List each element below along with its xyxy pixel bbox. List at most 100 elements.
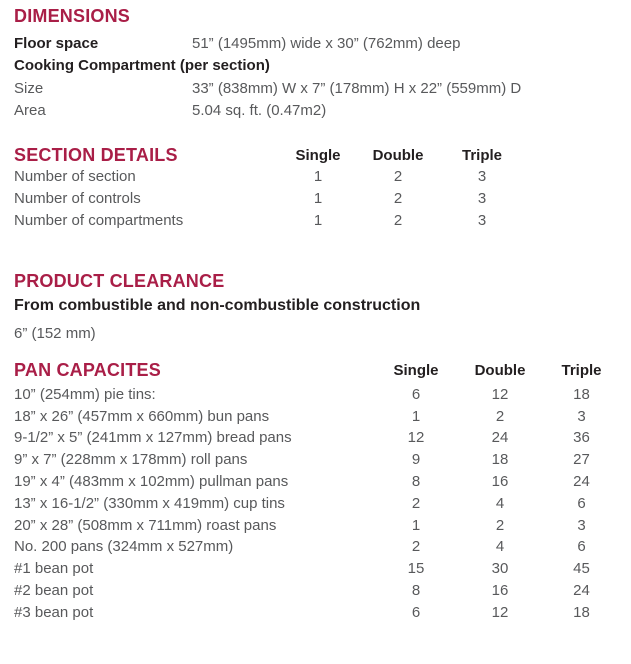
pan-capacities-section: PAN CAPACITES Single Double Triple 10” (…: [14, 359, 631, 624]
column-header-double: Double: [372, 146, 424, 164]
cell-triple: 3: [577, 407, 586, 425]
cell-double: 4: [495, 538, 505, 556]
cell-double: 2: [495, 407, 505, 425]
spec-label: Area: [14, 102, 46, 120]
cell-triple: 36: [573, 429, 590, 447]
table-row: 20” x 28” (508mm x 711mm) roast pans 1 2…: [14, 515, 631, 537]
table-row: Number of compartments 1 2 3: [14, 210, 631, 232]
table-row: 13” x 16-1/2” (330mm x 419mm) cup tins 2…: [14, 493, 631, 515]
cell-single: 2: [411, 494, 421, 512]
product-clearance-value: 6” (152 mm): [14, 324, 96, 342]
spec-value: 51” (1495mm) wide x 30” (762mm) deep: [192, 35, 461, 52]
cell-triple: 3: [477, 212, 487, 230]
cell-single: 2: [411, 538, 421, 556]
cell-single: 9: [411, 451, 421, 469]
spec-value: 5.04 sq. ft. (0.47m2): [192, 102, 327, 120]
section-details-section-title: SECTION DETAILS: [14, 144, 178, 165]
cell-triple: 6: [577, 494, 586, 512]
cell-double: 16: [491, 582, 509, 600]
cell-single: 6: [411, 603, 421, 621]
table-row: 9” x 7” (228mm x 178mm) roll pans 9 18 2…: [14, 449, 631, 471]
cell-single: 1: [313, 190, 323, 208]
spec-row-size: Size 33” (838mm) W x 7” (178mm) H x 22” …: [14, 78, 631, 100]
cell-double: 12: [491, 603, 509, 621]
cell-single: 1: [313, 212, 323, 230]
spec-label: Size: [14, 79, 44, 97]
dimensions-section: DIMENSIONS Floor space 51” (1495mm) wide…: [14, 5, 631, 123]
cell-double: 2: [393, 212, 403, 230]
product-clearance-section-title: PRODUCT CLEARANCE: [14, 270, 225, 291]
row-label: 19” x 4” (483mm x 102mm) pullman pans: [14, 473, 289, 491]
section-details-header-row: SECTION DETAILS Single Double Triple: [14, 144, 631, 166]
row-label: #1 bean pot: [14, 560, 94, 578]
cell-single: 15: [407, 560, 425, 578]
column-header-double: Double: [474, 361, 526, 379]
cell-triple: 3: [577, 516, 586, 534]
table-row: 10” (254mm) pie tins: 6 12 18: [14, 384, 631, 406]
table-row: 19” x 4” (483mm x 102mm) pullman pans 8 …: [14, 471, 631, 493]
row-label: 20” x 28” (508mm x 711mm) roast pans: [14, 516, 277, 534]
column-header-triple: Triple: [461, 146, 502, 164]
spec-label: Floor space: [14, 35, 99, 52]
product-clearance-subtitle: From combustible and non-combustible con…: [14, 296, 421, 314]
cell-triple: 18: [573, 603, 590, 621]
cell-single: 12: [407, 429, 425, 447]
cell-double: 12: [491, 385, 509, 403]
row-label: No. 200 pans (324mm x 527mm): [14, 538, 234, 556]
row-label: Number of section: [14, 167, 136, 185]
table-row: No. 200 pans (324mm x 527mm) 2 4 6: [14, 536, 631, 558]
cell-double: 16: [491, 473, 509, 491]
cooking-compartment-subheading: Cooking Compartment (per section): [14, 57, 270, 75]
cell-single: 1: [411, 407, 421, 425]
cell-single: 6: [411, 385, 421, 403]
cell-single: 1: [411, 516, 421, 534]
row-label: #3 bean pot: [14, 603, 94, 621]
spec-row-floor-space: Floor space 51” (1495mm) wide x 30” (762…: [14, 33, 631, 55]
table-row: Number of section 1 2 3: [14, 166, 631, 188]
row-label: Number of compartments: [14, 212, 184, 230]
cell-triple: 3: [477, 190, 487, 208]
cell-double: 18: [491, 451, 509, 469]
cell-triple: 45: [573, 560, 590, 578]
cell-single: 8: [411, 473, 421, 491]
cell-triple: 18: [573, 385, 590, 403]
product-clearance-section: PRODUCT CLEARANCE From combustible and n…: [14, 270, 631, 346]
row-label: 13” x 16-1/2” (330mm x 419mm) cup tins: [14, 494, 285, 512]
dimensions-section-title: DIMENSIONS: [14, 6, 131, 26]
dimensions-rows: Floor space 51” (1495mm) wide x 30” (762…: [14, 33, 631, 123]
cell-triple: 3: [477, 167, 487, 185]
pan-capacities-section-title: PAN CAPACITES: [14, 359, 161, 380]
spec-value: 33” (838mm) W x 7” (178mm) H x 22” (559m…: [192, 79, 522, 97]
table-row: #3 bean pot 6 12 18: [14, 602, 631, 624]
spec-row-area: Area 5.04 sq. ft. (0.47m2): [14, 100, 631, 122]
column-header-single: Single: [295, 146, 341, 164]
section-details-section: SECTION DETAILS Single Double Triple Num…: [14, 144, 631, 233]
cell-double: 2: [495, 516, 505, 534]
table-row: 9-1/2” x 5” (241mm x 127mm) bread pans 1…: [14, 427, 631, 449]
column-header-triple: Triple: [561, 361, 602, 379]
cell-double: 2: [393, 167, 403, 185]
row-label: 9-1/2” x 5” (241mm x 127mm) bread pans: [14, 429, 292, 447]
cell-double: 4: [495, 494, 505, 512]
table-row: #1 bean pot 15 30 45: [14, 558, 631, 580]
cell-single: 1: [313, 167, 323, 185]
cell-triple: 27: [573, 451, 590, 469]
column-header-single: Single: [393, 361, 439, 379]
row-label: 9” x 7” (228mm x 178mm) roll pans: [14, 451, 248, 469]
table-row: #2 bean pot 8 16 24: [14, 580, 631, 602]
cell-triple: 24: [573, 582, 590, 600]
table-row: 18” x 26” (457mm x 660mm) bun pans 1 2 3: [14, 406, 631, 428]
row-label: 18” x 26” (457mm x 660mm) bun pans: [14, 407, 270, 425]
cell-triple: 24: [573, 473, 590, 491]
row-label: 10” (254mm) pie tins:: [14, 385, 156, 403]
cell-double: 30: [491, 560, 509, 578]
pan-capacities-header-row: PAN CAPACITES Single Double Triple: [14, 359, 631, 381]
cell-double: 2: [393, 190, 403, 208]
cell-single: 8: [411, 582, 421, 600]
row-label: #2 bean pot: [14, 582, 94, 600]
table-row: Number of controls 1 2 3: [14, 188, 631, 210]
cell-triple: 6: [577, 538, 586, 556]
row-label: Number of controls: [14, 190, 141, 208]
cell-double: 24: [491, 429, 509, 447]
